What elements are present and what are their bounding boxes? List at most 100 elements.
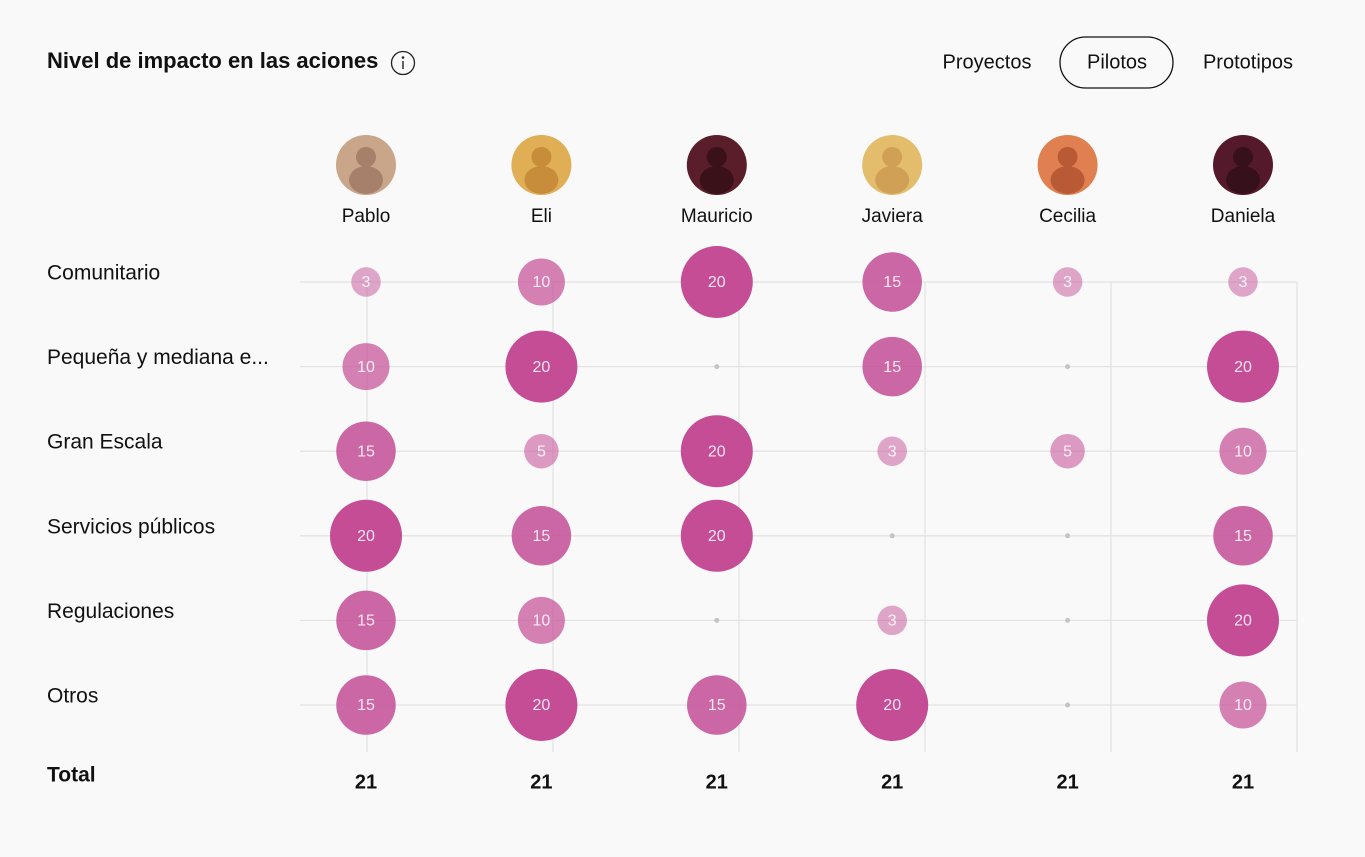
avatar-figure xyxy=(349,166,383,194)
total-value: 21 xyxy=(1056,771,1078,793)
bubble-label: 3 xyxy=(1063,274,1072,291)
bubble-label: 20 xyxy=(708,274,726,291)
total-value: 21 xyxy=(1232,771,1254,793)
bubble-label: 3 xyxy=(888,613,897,630)
bubble xyxy=(1219,681,1267,729)
bubble-label: 10 xyxy=(533,613,551,630)
avatar-figure xyxy=(699,166,734,194)
avatar-head xyxy=(1233,147,1253,167)
bubble-label: 15 xyxy=(357,613,375,630)
bubble xyxy=(1052,267,1083,297)
bubble-label: 10 xyxy=(533,274,551,291)
total-value: 21 xyxy=(706,771,728,793)
bubble xyxy=(336,421,396,481)
bubble xyxy=(877,436,907,466)
person-name: Daniela xyxy=(1211,206,1276,227)
tab[interactable]: Proyectos xyxy=(943,51,1032,73)
bubble-label: 20 xyxy=(708,443,726,460)
title: Nivel de impacto en las aciones xyxy=(47,48,378,73)
row-label: Otros xyxy=(47,685,98,708)
bubble xyxy=(505,330,578,403)
bubble-label: 15 xyxy=(883,274,901,291)
empty-dot xyxy=(889,533,895,539)
bubble-label: 3 xyxy=(888,443,897,460)
avatar-head xyxy=(531,147,552,167)
empty-dot xyxy=(1065,702,1071,708)
tab[interactable]: Pilotos xyxy=(1087,51,1147,73)
bubble xyxy=(336,590,396,651)
person-name: Javiera xyxy=(862,206,924,227)
total-value: 21 xyxy=(355,771,377,793)
active-tab-outline xyxy=(1059,36,1174,89)
bubble-label: 20 xyxy=(533,359,551,376)
bubble xyxy=(524,433,559,469)
bubble xyxy=(680,499,753,572)
avatar-head xyxy=(356,147,376,167)
bubble xyxy=(687,675,747,735)
bubble xyxy=(856,669,929,741)
bubble xyxy=(862,252,922,312)
tab[interactable]: Prototipos xyxy=(1203,51,1293,73)
row-label: Servicios públicos xyxy=(47,515,215,538)
bubble xyxy=(336,675,396,735)
total-value: 21 xyxy=(530,771,552,793)
bubble-label: 10 xyxy=(357,359,375,376)
empty-dot xyxy=(714,617,720,623)
bubble xyxy=(330,499,402,572)
bubble xyxy=(877,605,907,636)
person-name: Cecilia xyxy=(1039,206,1096,227)
bubble-label: 3 xyxy=(362,274,371,291)
avatar-figure xyxy=(524,166,559,194)
bubble xyxy=(1050,433,1085,469)
row-label: Regulaciones xyxy=(47,600,174,623)
bubble-label: 15 xyxy=(1234,528,1252,545)
avatar-head xyxy=(706,147,727,167)
bubble xyxy=(505,669,578,741)
bubble-label: 20 xyxy=(883,697,901,714)
empty-dot xyxy=(1065,364,1071,370)
bubble-label: 15 xyxy=(708,697,726,714)
bubble xyxy=(680,415,753,488)
bubble xyxy=(1207,330,1279,403)
row-label: Gran Escala xyxy=(47,431,163,454)
bubble-label: 5 xyxy=(537,443,546,460)
bubble-label: 20 xyxy=(357,528,375,545)
bubble xyxy=(517,258,565,306)
bubble xyxy=(342,343,390,391)
bubble-label: 15 xyxy=(357,443,375,460)
bubble-label: 20 xyxy=(708,528,726,545)
bubble xyxy=(351,267,381,297)
person-name: Pablo xyxy=(342,206,391,227)
bubble-label: 20 xyxy=(1234,359,1252,376)
row-label: Pequeña y mediana e... xyxy=(47,346,269,369)
bubble xyxy=(862,336,922,397)
bubble xyxy=(517,596,565,644)
total-label: Total xyxy=(47,764,96,787)
bubble xyxy=(1219,427,1267,475)
bubble xyxy=(1228,267,1258,297)
empty-dot xyxy=(1065,617,1071,623)
bubble-label: 15 xyxy=(357,697,375,714)
bubble xyxy=(511,506,572,566)
person-name: Eli xyxy=(531,206,552,227)
empty-dot xyxy=(714,364,720,370)
row-label: Comunitario xyxy=(47,262,160,285)
avatar-figure xyxy=(1226,166,1260,194)
person-name: Mauricio xyxy=(681,206,753,227)
bubble-label: 10 xyxy=(1234,697,1252,714)
bubble-label: 10 xyxy=(1234,443,1252,460)
empty-dot xyxy=(1065,533,1071,539)
bubble-label: 20 xyxy=(1234,613,1252,630)
bubble xyxy=(1207,584,1279,657)
bubble-label: 15 xyxy=(533,528,551,545)
info-icon[interactable] xyxy=(390,50,416,76)
avatar-head xyxy=(1057,147,1078,167)
bubble xyxy=(680,246,753,318)
bubble-label: 15 xyxy=(883,359,901,376)
avatar-figure xyxy=(1050,166,1085,194)
bubble xyxy=(1213,506,1273,566)
bubble-label: 3 xyxy=(1239,274,1248,291)
bubble-label: 20 xyxy=(533,697,551,714)
